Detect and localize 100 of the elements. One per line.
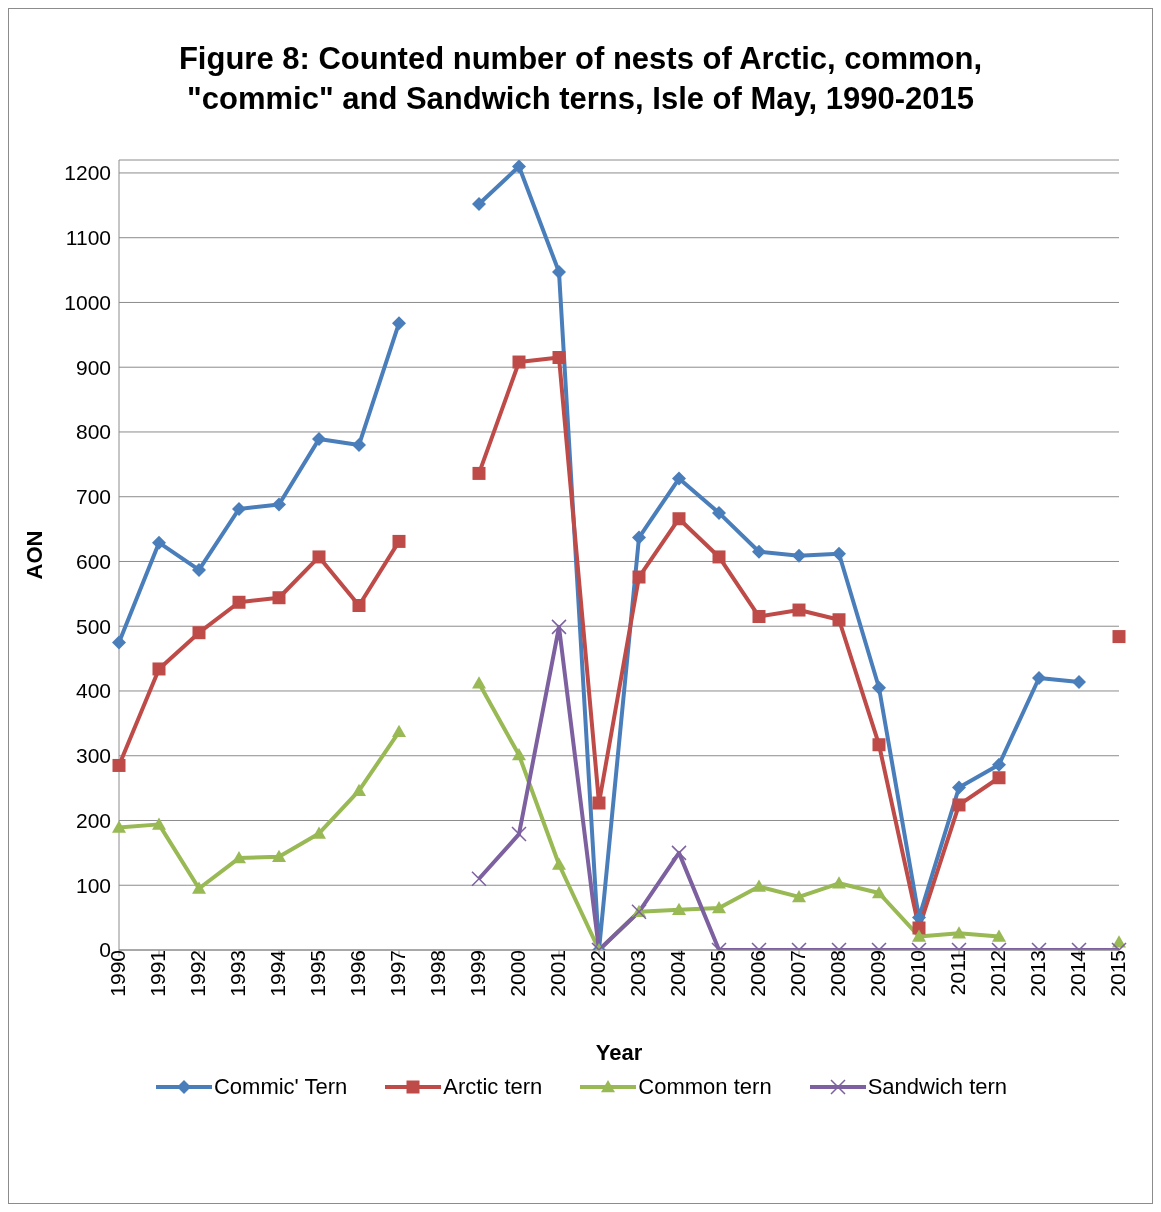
y-tick-label: 600	[75, 549, 111, 573]
point	[752, 544, 766, 559]
point	[992, 757, 1006, 772]
point	[512, 355, 526, 369]
legend-label: Common tern	[638, 1073, 772, 1100]
point	[392, 724, 406, 737]
point	[792, 603, 806, 617]
point	[672, 511, 686, 525]
point	[272, 590, 286, 604]
point	[232, 501, 246, 516]
point	[792, 548, 806, 563]
point	[712, 505, 726, 520]
legend-label: Sandwich tern	[867, 1073, 1008, 1100]
point	[152, 662, 166, 676]
point	[671, 844, 687, 861]
point	[152, 816, 166, 830]
point	[632, 530, 646, 545]
x-tick-label: 2002	[585, 949, 609, 997]
point	[352, 598, 366, 612]
point	[752, 879, 766, 892]
point	[712, 900, 726, 913]
point	[392, 534, 406, 548]
x-tick-label: 2004	[665, 949, 689, 997]
x-tick-label: 2005	[705, 949, 729, 997]
point	[592, 796, 606, 810]
point	[832, 546, 846, 561]
point	[312, 826, 326, 839]
y-axis-title: AON	[21, 530, 47, 580]
legend-label: Arctic tern	[443, 1073, 543, 1100]
point	[1112, 629, 1126, 643]
x-tick-label: 1999	[465, 949, 489, 997]
point	[992, 929, 1006, 942]
point	[672, 902, 686, 915]
point	[471, 870, 487, 887]
point	[992, 770, 1006, 784]
y-tick-label: 1200	[64, 161, 111, 184]
point	[392, 315, 406, 330]
point	[952, 780, 966, 795]
y-tick-label: 1000	[64, 290, 111, 314]
point	[912, 929, 926, 942]
point	[512, 747, 526, 760]
point	[552, 350, 566, 364]
x-tick-label: 1995	[305, 949, 329, 997]
point	[552, 857, 566, 870]
x-tick-label: 1998	[425, 949, 449, 997]
point	[792, 889, 806, 902]
x-tick-label: 1992	[185, 949, 209, 997]
y-tick-label: 500	[75, 614, 111, 638]
point	[752, 609, 766, 623]
x-tick-label: 2014	[1065, 949, 1089, 997]
point	[632, 570, 646, 584]
point	[712, 550, 726, 564]
point	[112, 820, 126, 833]
point	[272, 497, 286, 512]
x-tick-label: 1991	[145, 949, 169, 997]
point	[112, 758, 126, 772]
point	[512, 159, 526, 174]
point	[552, 264, 566, 279]
point	[672, 471, 686, 486]
point	[312, 550, 326, 564]
point	[272, 849, 286, 862]
point	[192, 881, 206, 894]
point	[952, 925, 966, 939]
legend-label: Commic' Tern	[213, 1073, 348, 1100]
point	[872, 885, 886, 898]
y-tick-label: 900	[75, 355, 111, 379]
point	[551, 618, 567, 635]
point	[232, 595, 246, 609]
y-tick-label: 100	[75, 873, 111, 897]
point	[472, 466, 486, 480]
y-tick-label: 300	[75, 743, 111, 767]
point	[472, 675, 486, 689]
point	[872, 737, 886, 751]
x-tick-label: 2012	[985, 949, 1009, 997]
x-tick-label: 1994	[265, 949, 289, 997]
point	[912, 921, 926, 935]
y-tick-label: 800	[75, 420, 111, 444]
x-tick-label: 2009	[865, 949, 889, 997]
x-tick-label: 2007	[785, 949, 809, 997]
y-tick-label: 700	[75, 484, 111, 508]
point	[232, 850, 246, 863]
y-tick-label: 200	[75, 808, 111, 832]
x-tick-label: 2000	[505, 949, 529, 997]
y-tick-label: 400	[75, 679, 111, 703]
x-tick-label: 2013	[1025, 949, 1049, 997]
point	[152, 535, 166, 550]
point	[112, 635, 126, 650]
x-tick-label: 2001	[545, 949, 569, 997]
x-tick-label: 2015	[1105, 949, 1129, 997]
point	[832, 612, 846, 626]
x-tick-label: 1997	[385, 949, 409, 997]
point	[352, 783, 366, 796]
x-tick-label: 1993	[225, 949, 249, 997]
x-tick-label: 2008	[825, 949, 849, 997]
x-tick-label: 2003	[625, 949, 649, 997]
x-tick-label: 1996	[345, 949, 369, 997]
point	[352, 437, 366, 452]
point	[312, 431, 326, 446]
x-axis-title: Year	[595, 1039, 643, 1065]
x-tick-label: 2010	[905, 949, 929, 997]
